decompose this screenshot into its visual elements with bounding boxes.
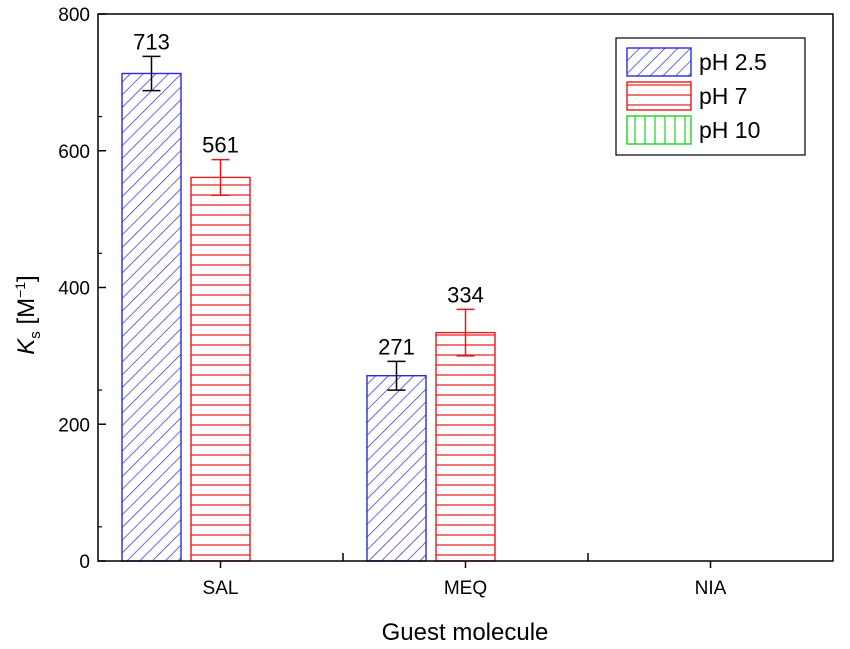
x-tick-label-nia: NIA [695,578,727,599]
bar-sal-series-1 [190,176,251,562]
error-bar-meq-series-1 [456,308,475,357]
y-axis-title-sub: s [27,331,44,339]
y-tick-label: 200 [58,415,90,436]
x-tick-label-sal: SAL [203,578,239,599]
bars-layer [121,72,496,562]
y-axis-title-main: K [13,338,40,355]
y-tick-label: 800 [58,5,90,26]
bar-sal-series-0 [121,72,182,562]
legend-swatch-series-1 [626,81,692,111]
x-tick-label-meq: MEQ [444,578,487,599]
x-axis-title: Guest molecule [382,619,549,646]
y-tick-label: 400 [58,279,90,300]
error-bar-sal-series-1 [211,158,230,196]
legend-swatch-series-0 [626,47,692,77]
y-axis-title-unit-sup: −1 [12,282,28,298]
x-axis-ticks: SAL MEQ NIA [203,553,727,599]
error-bars-layer [142,55,475,391]
error-bar-meq-series-0 [387,360,406,391]
legend-label-series-2: pH 10 [699,117,760,143]
data-label-sal-series-0: 713 [133,29,170,54]
bar-meq-series-1 [435,331,496,562]
data-label-meq-series-0: 271 [378,334,415,359]
y-axis-ticks: 0 200 400 600 800 [58,5,106,573]
legend-label-series-0: pH 2.5 [699,49,767,75]
legend-swatch-series-2 [626,115,692,145]
data-labels-layer: 713 561 271 334 [133,29,484,359]
error-bar-sal-series-0 [142,55,161,92]
y-tick-label: 0 [79,552,90,573]
y-tick-label: 600 [58,142,90,163]
bar-meq-series-0 [366,375,427,562]
data-label-sal-series-1: 561 [202,133,239,158]
y-axis-title: Ks [M−1] [12,275,44,354]
legend-label-series-1: pH 7 [699,83,748,109]
y-axis-title-unit-close: ] [13,275,40,282]
legend: pH 2.5 pH 7 pH 10 [615,37,806,156]
data-label-meq-series-1: 334 [447,282,484,307]
y-axis-title-unit: [M [13,298,40,331]
